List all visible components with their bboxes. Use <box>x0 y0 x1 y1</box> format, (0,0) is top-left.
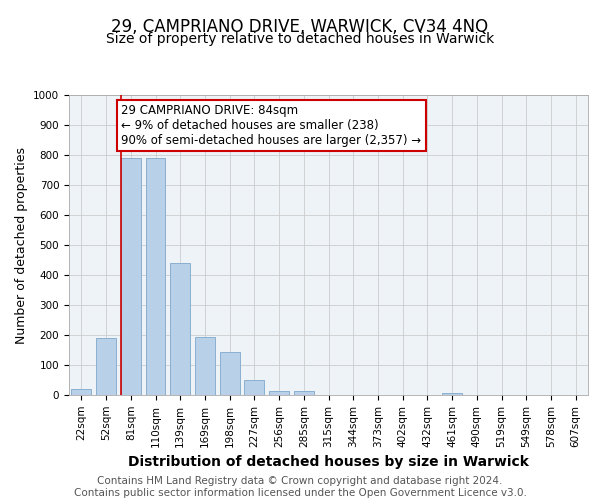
Bar <box>220 352 239 395</box>
Bar <box>146 158 166 395</box>
Y-axis label: Number of detached properties: Number of detached properties <box>14 146 28 344</box>
Bar <box>96 338 116 395</box>
Text: 29 CAMPRIANO DRIVE: 84sqm
← 9% of detached houses are smaller (238)
90% of semi-: 29 CAMPRIANO DRIVE: 84sqm ← 9% of detach… <box>121 104 422 147</box>
Text: Size of property relative to detached houses in Warwick: Size of property relative to detached ho… <box>106 32 494 46</box>
Bar <box>71 389 91 395</box>
Bar <box>195 336 215 395</box>
Text: Contains HM Land Registry data © Crown copyright and database right 2024.
Contai: Contains HM Land Registry data © Crown c… <box>74 476 526 498</box>
Bar <box>269 392 289 395</box>
Bar <box>442 392 462 395</box>
Bar <box>121 158 140 395</box>
Bar <box>244 380 264 395</box>
Text: 29, CAMPRIANO DRIVE, WARWICK, CV34 4NQ: 29, CAMPRIANO DRIVE, WARWICK, CV34 4NQ <box>112 18 488 36</box>
X-axis label: Distribution of detached houses by size in Warwick: Distribution of detached houses by size … <box>128 455 529 469</box>
Bar <box>294 392 314 395</box>
Bar <box>170 263 190 395</box>
